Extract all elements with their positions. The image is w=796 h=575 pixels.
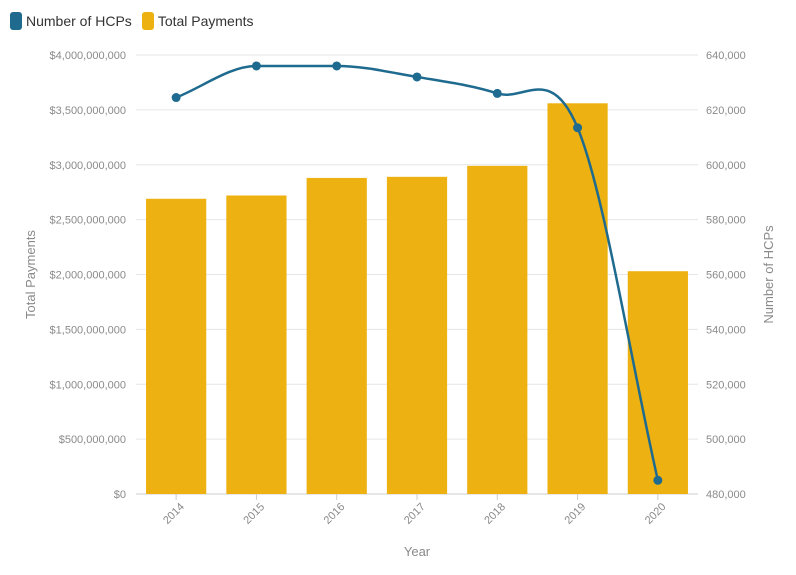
y-right-tick-label: 600,000 [706, 160, 746, 172]
y-right-tick-label: 580,000 [706, 215, 746, 227]
y-right-tick-label: 620,000 [706, 105, 746, 117]
y-left-tick-label: $500,000,000 [59, 434, 126, 446]
bar[interactable] [386, 176, 448, 494]
x-tick-label: 2016 [322, 501, 348, 527]
y-right-tick-label: 520,000 [706, 379, 746, 391]
x-axis-title: Year [404, 544, 431, 559]
x-tick-label: 2014 [161, 501, 187, 527]
bar[interactable] [146, 198, 207, 494]
bar[interactable] [467, 165, 528, 494]
hcp-point[interactable] [412, 72, 422, 82]
legend-label-payments: Total Payments [157, 13, 254, 29]
bar[interactable] [226, 195, 287, 495]
x-tick-label: 2017 [402, 501, 428, 527]
y-left-tick-label: $3,500,000,000 [50, 105, 126, 117]
legend-swatch-payments [141, 12, 154, 30]
legend-item-hcps[interactable]: Number of HCPs [10, 12, 132, 30]
hcp-point[interactable] [653, 475, 663, 485]
y-left-tick-label: $0 [114, 489, 126, 501]
y-right-tick-label: 640,000 [706, 50, 746, 62]
y-left-tick-label: $2,000,000,000 [50, 270, 126, 282]
hcp-point[interactable] [492, 88, 502, 98]
legend-item-payments[interactable]: Total Payments [141, 12, 254, 30]
hcp-point[interactable] [171, 93, 181, 103]
hcp-point[interactable] [573, 123, 583, 133]
y-right-axis-title: Number of HCPs [761, 225, 776, 324]
bar[interactable] [306, 177, 367, 495]
y-left-tick-label: $3,000,000,000 [50, 160, 126, 172]
y-left-tick-label: $4,000,000,000 [50, 50, 126, 62]
bar[interactable] [547, 103, 608, 494]
y-left-axis-title: Total Payments [23, 230, 38, 319]
legend: Number of HCPs Total Payments [10, 12, 258, 30]
x-tick-label: 2020 [643, 501, 669, 527]
legend-swatch-hcps [10, 12, 22, 30]
y-left-tick-label: $1,500,000,000 [50, 324, 126, 336]
x-tick-label: 2018 [482, 501, 508, 527]
legend-label-hcps: Number of HCPs [26, 13, 132, 29]
y-right-tick-label: 560,000 [706, 270, 746, 282]
hcp-line [175, 64, 660, 481]
hcp-point[interactable] [251, 61, 261, 71]
hcp-point[interactable] [332, 61, 342, 71]
x-tick-label: 2019 [563, 501, 589, 527]
y-right-tick-label: 480,000 [706, 489, 746, 501]
y-right-tick-label: 500,000 [706, 434, 746, 446]
x-tick-label: 2015 [241, 501, 267, 527]
y-right-tick-label: 540,000 [706, 324, 746, 336]
y-left-tick-label: $1,000,000,000 [50, 379, 126, 391]
y-left-tick-label: $2,500,000,000 [50, 215, 126, 227]
